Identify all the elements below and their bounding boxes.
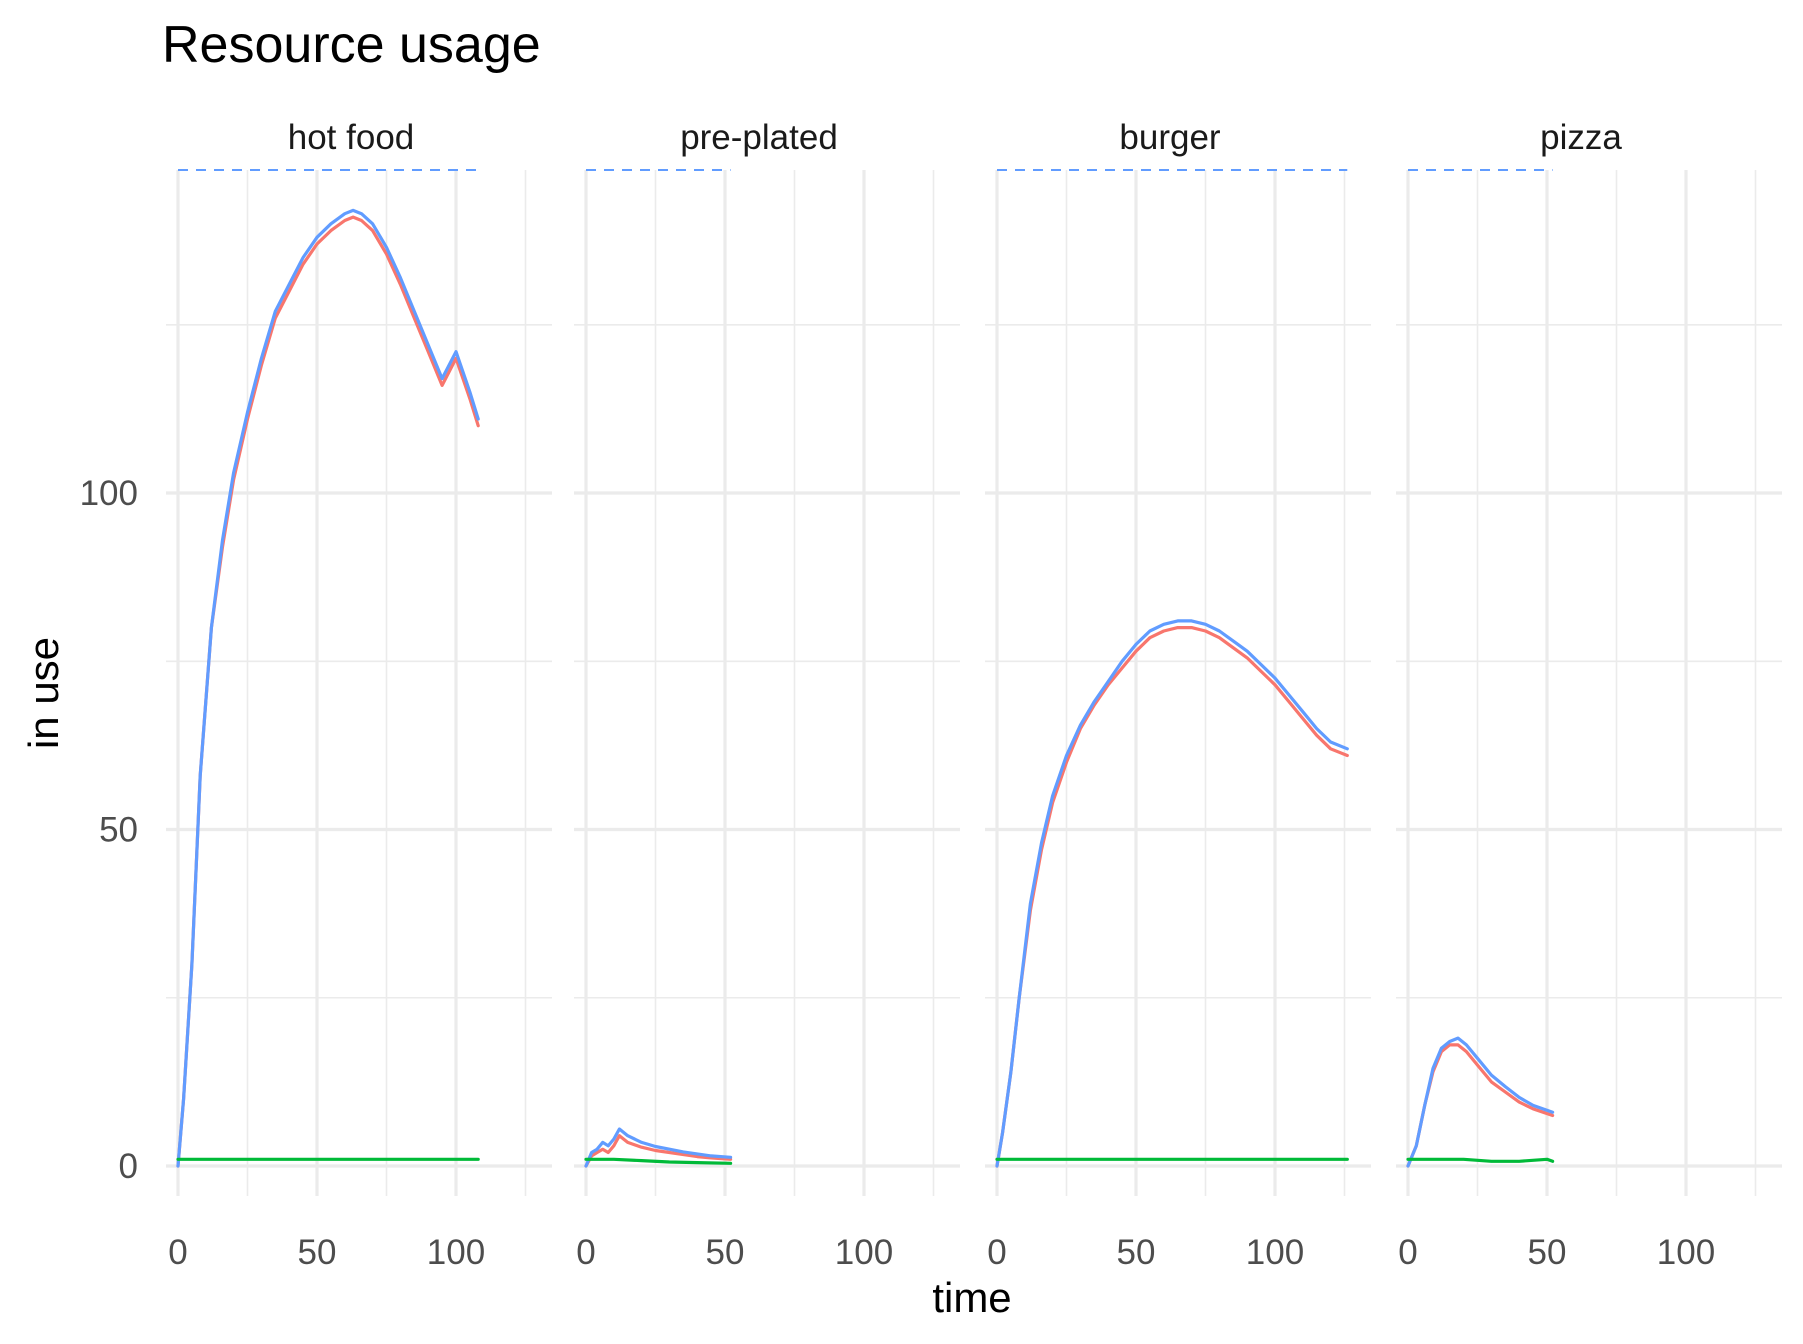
y-tick-label: 0 [119, 1147, 138, 1186]
x-tick-label: 50 [298, 1233, 337, 1272]
x-tick-label: 50 [1528, 1233, 1567, 1272]
facet-label: pre-plated [680, 118, 838, 157]
y-axis-title: in use [20, 637, 67, 749]
y-tick-label: 50 [99, 811, 138, 850]
facet-panels: hot food 0 50 100 pre-plated 0 50 100 burger 0 50 1… [80, 118, 1782, 1272]
x-tick-label: 0 [1398, 1233, 1417, 1272]
panel-burger: burger 0 50 100 [985, 118, 1371, 1272]
series-line-blue [1406, 1036, 1555, 1168]
x-tick-label: 0 [576, 1233, 595, 1272]
series-line-red [995, 625, 1349, 1168]
facet-label: hot food [288, 118, 415, 157]
facet-label: pizza [1540, 118, 1622, 157]
panel-pre-plated: pre-plated 0 50 100 [574, 118, 960, 1272]
x-tick-label: 100 [1246, 1233, 1304, 1272]
x-tick-label: 100 [835, 1233, 893, 1272]
x-tick-label: 100 [1657, 1233, 1715, 1272]
x-tick-label: 50 [706, 1233, 745, 1272]
series-line-red [584, 1134, 733, 1168]
series-line-green [584, 1157, 733, 1165]
series-line-blue [584, 1127, 733, 1168]
panel-hot-food: hot food 0 50 100 [166, 118, 552, 1272]
series-line-blue [995, 619, 1349, 1168]
x-tick-label: 0 [987, 1233, 1006, 1272]
y-tick-label: 100 [80, 474, 138, 513]
series-line-blue [176, 208, 480, 1168]
x-tick-label: 0 [168, 1233, 187, 1272]
series-line-green [1406, 1157, 1555, 1163]
chart-title: Resource usage [162, 16, 541, 74]
x-axis-title: time [932, 1274, 1011, 1321]
panel-pizza: pizza 0 50 100 [1396, 118, 1782, 1272]
x-tick-label: 100 [427, 1233, 485, 1272]
x-tick-label: 50 [1117, 1233, 1156, 1272]
facet-label: burger [1119, 118, 1221, 157]
